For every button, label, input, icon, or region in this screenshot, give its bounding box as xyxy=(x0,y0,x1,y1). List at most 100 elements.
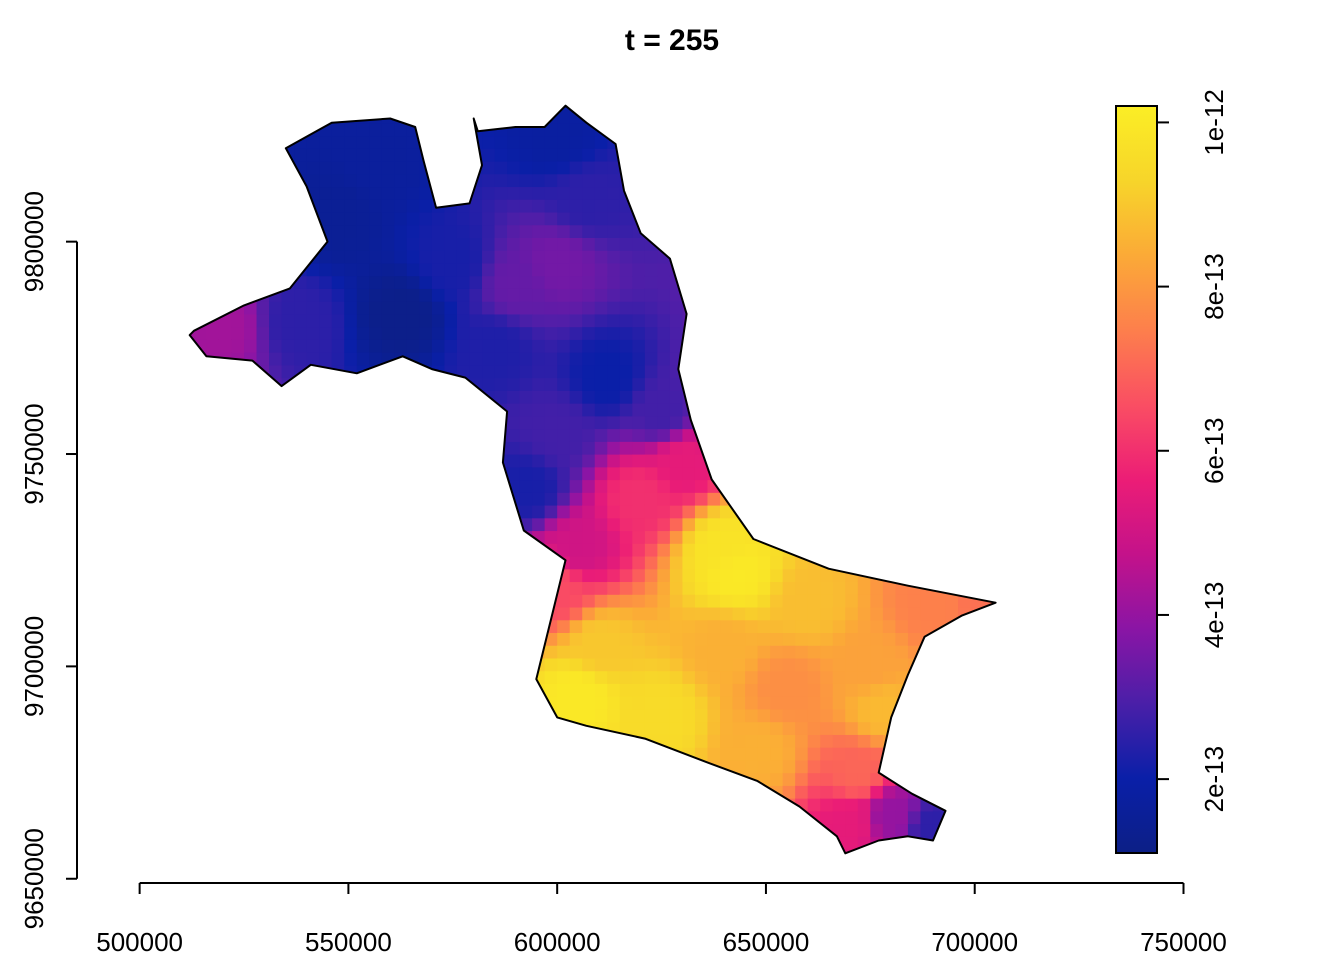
raster-cell xyxy=(920,377,934,391)
raster-cell xyxy=(419,543,433,557)
raster-cell xyxy=(996,314,1009,327)
raster-cell xyxy=(632,568,646,583)
raster-cell xyxy=(970,785,984,799)
raster-cell xyxy=(482,377,496,391)
raster-cell xyxy=(319,199,333,213)
raster-cell xyxy=(231,403,245,417)
raster-cell xyxy=(720,135,734,149)
raster-cell xyxy=(632,105,646,111)
raster-cell xyxy=(582,785,596,799)
raster-cell xyxy=(932,377,947,391)
raster-cell xyxy=(206,466,220,481)
raster-cell xyxy=(970,555,984,570)
raster-cell xyxy=(895,377,909,391)
raster-cell xyxy=(281,199,295,213)
raster-cell xyxy=(306,105,320,111)
raster-cell xyxy=(945,568,959,583)
raster-cell xyxy=(832,798,846,812)
raster-cell xyxy=(694,479,709,493)
raster-cell xyxy=(932,708,947,723)
raster-cell xyxy=(281,721,295,735)
raster-cell xyxy=(356,721,370,735)
raster-cell xyxy=(720,619,734,633)
x-tick-label: 650000 xyxy=(723,927,810,957)
raster-cell xyxy=(218,734,233,748)
raster-cell xyxy=(344,504,358,519)
raster-cell xyxy=(394,250,408,264)
raster-cell xyxy=(657,798,671,812)
raster-cell xyxy=(945,364,959,379)
raster-cell xyxy=(344,772,358,786)
raster-cell xyxy=(231,504,245,519)
raster-cell xyxy=(983,301,996,315)
raster-cell xyxy=(244,670,258,684)
raster-cell xyxy=(456,543,471,557)
raster-cell xyxy=(557,288,571,302)
raster-cell xyxy=(732,594,746,608)
raster-cell xyxy=(870,275,884,289)
raster-cell xyxy=(319,109,333,124)
raster-cell xyxy=(494,823,508,837)
raster-cell xyxy=(694,313,709,328)
raster-cell xyxy=(381,555,395,570)
raster-cell xyxy=(569,377,583,391)
raster-cell xyxy=(306,301,320,315)
raster-cell xyxy=(557,262,571,277)
raster-cell xyxy=(657,105,671,111)
raster-cell xyxy=(381,275,395,289)
raster-cell xyxy=(907,275,922,289)
raster-cell xyxy=(507,530,521,544)
raster-cell xyxy=(356,377,370,391)
raster-cell xyxy=(932,759,947,774)
raster-cell xyxy=(882,759,896,774)
raster-cell xyxy=(431,122,446,137)
raster-cell xyxy=(193,122,208,137)
raster-cell xyxy=(983,466,996,481)
raster-cell xyxy=(406,657,420,672)
raster-cell xyxy=(732,148,746,162)
raster-cell xyxy=(244,479,258,493)
raster-cell xyxy=(456,747,471,761)
raster-cell xyxy=(569,199,583,213)
raster-cell xyxy=(431,619,446,633)
raster-cell xyxy=(932,428,947,442)
raster-cell xyxy=(281,441,295,455)
raster-cell xyxy=(932,313,947,328)
raster-cell xyxy=(331,122,345,137)
raster-cell xyxy=(294,696,308,710)
raster-cell xyxy=(745,250,759,264)
raster-cell xyxy=(394,479,408,493)
raster-cell xyxy=(907,683,922,697)
raster-cell xyxy=(569,237,583,251)
raster-cell xyxy=(557,747,571,761)
raster-cell xyxy=(469,364,483,379)
raster-cell xyxy=(189,492,195,506)
raster-cell xyxy=(218,696,233,710)
raster-cell xyxy=(669,479,684,493)
raster-cell xyxy=(444,288,458,302)
raster-cell xyxy=(669,250,684,264)
raster-cell xyxy=(845,734,859,748)
raster-cell xyxy=(807,313,821,328)
raster-cell xyxy=(406,543,420,557)
raster-cell xyxy=(932,339,947,353)
raster-cell xyxy=(482,683,496,697)
raster-cell xyxy=(832,173,846,188)
raster-cell xyxy=(757,122,771,137)
raster-cell xyxy=(632,683,646,697)
raster-cell xyxy=(244,186,258,200)
raster-cell xyxy=(807,836,821,850)
raster-cell xyxy=(244,747,258,761)
raster-cell xyxy=(193,403,208,417)
raster-cell xyxy=(757,555,771,570)
raster-cell xyxy=(845,288,859,302)
raster-cell xyxy=(732,364,746,379)
raster-cell xyxy=(369,288,383,302)
raster-cell xyxy=(707,849,721,854)
raster-cell xyxy=(770,105,784,111)
raster-cell xyxy=(832,555,846,570)
raster-cell xyxy=(231,479,245,493)
raster-cell xyxy=(482,823,496,837)
raster-cell xyxy=(193,160,208,175)
raster-cell xyxy=(707,504,721,519)
